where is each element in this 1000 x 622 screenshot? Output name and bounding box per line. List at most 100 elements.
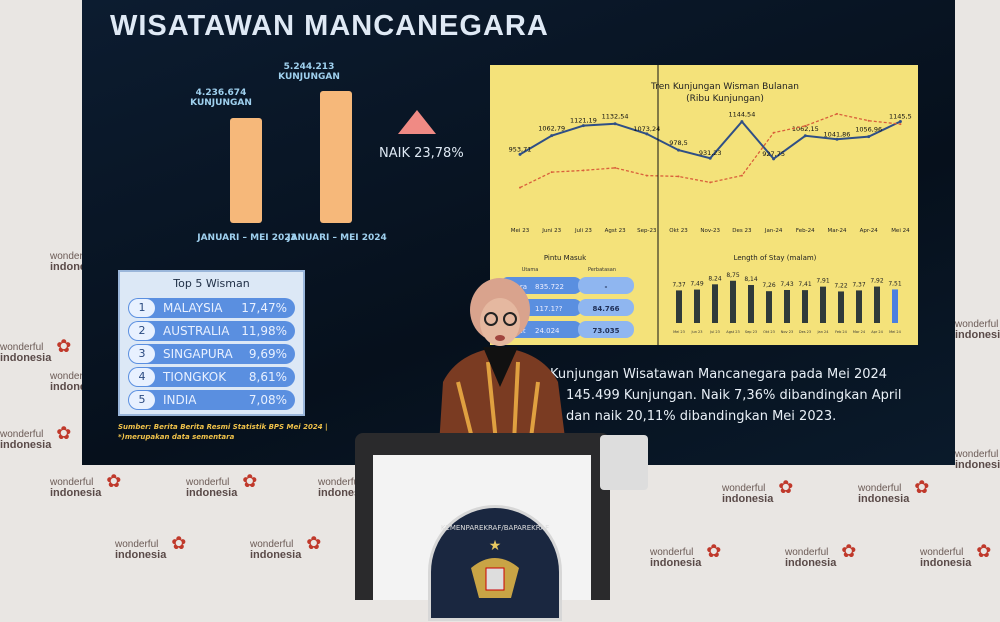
x-tick-label: Okt 23 xyxy=(669,228,688,234)
los-bar xyxy=(748,285,754,323)
los-tick-label: Jun 23 xyxy=(690,330,702,334)
los-chart-title: Length of Stay (malam) xyxy=(734,254,817,262)
line-point xyxy=(550,134,554,138)
line-point xyxy=(519,186,521,189)
ministry-emblem: KEMENPAREKRAF/BAPAREKRAF ★ xyxy=(428,505,562,621)
line-point xyxy=(709,181,712,184)
line-chart-subtitle: (Ribu Kunjungan) xyxy=(686,94,764,104)
line-data-label: 953,71 xyxy=(509,145,532,153)
source-note: Sumber: Berita Berita Resmi Statistik BP… xyxy=(118,423,328,441)
los-data-label: 7,37 xyxy=(672,281,686,288)
bar-label-2024: 5.244.213 KUNJUNGAN xyxy=(278,62,340,82)
los-tick-label: Mei 24 xyxy=(889,330,901,334)
line-point xyxy=(835,137,839,141)
line-chart-title: Tren Kunjungan Wisman Bulanan xyxy=(650,82,799,92)
los-data-label: 7,37 xyxy=(852,281,866,288)
pintu-border-value: 84.766 xyxy=(592,305,619,313)
line-point xyxy=(899,123,902,126)
line-data-label: 1132,54 xyxy=(602,113,629,121)
line-point xyxy=(867,135,871,139)
growth-label: NAIK 23,78% xyxy=(379,146,464,161)
los-bar xyxy=(892,289,898,323)
line-data-label: 927,75 xyxy=(762,150,785,158)
line-data-label: 1041,86 xyxy=(824,130,851,138)
los-tick-label: Jul 23 xyxy=(709,330,720,334)
svg-text:KEMENPAREKRAF/BAPAREKRAF: KEMENPAREKRAF/BAPAREKRAF xyxy=(441,524,549,532)
line-point xyxy=(645,174,648,177)
line-point xyxy=(518,152,522,156)
rank-badge: 4 xyxy=(129,368,155,386)
country: SINGAPURA xyxy=(163,347,233,361)
line-point xyxy=(645,132,649,136)
share: 9,69% xyxy=(248,347,287,361)
line-data-label: 1121,19 xyxy=(570,117,597,125)
country: MALAYSIA xyxy=(163,301,223,315)
x-tick-label: Juli 23 xyxy=(574,228,592,234)
los-bar xyxy=(694,289,700,323)
pintu-border-value: - xyxy=(605,283,608,291)
bar-2023 xyxy=(230,118,262,223)
podium-front: KEMENPAREKRAF/BAPAREKRAF ★ xyxy=(373,455,591,621)
los-tick-label: Des 23 xyxy=(799,330,811,334)
pintu-border-pill xyxy=(578,277,634,294)
los-tick-label: Agst 23 xyxy=(726,330,739,334)
x-tick-label: Jan-24 xyxy=(764,228,783,234)
top5-item: 2 AUSTRALIA 11,98% xyxy=(128,321,295,341)
line-data-label: 978,5 xyxy=(669,139,688,147)
line-point xyxy=(677,175,680,178)
los-bar xyxy=(874,286,880,323)
line-point xyxy=(772,131,775,134)
x-tick-label: Apr-24 xyxy=(860,228,879,234)
line-point xyxy=(550,171,553,174)
country: INDIA xyxy=(163,393,197,407)
line-data-label: 1056,96 xyxy=(855,126,882,134)
los-data-label: 7,43 xyxy=(780,281,794,288)
x-tick-label: Mei 24 xyxy=(891,228,910,234)
los-bar xyxy=(712,284,718,323)
top5-item: 5 INDIA 7,08% xyxy=(128,390,295,410)
los-data-label: 8,75 xyxy=(726,272,740,279)
line-point xyxy=(836,112,838,115)
los-tick-label: Mar 24 xyxy=(853,330,866,334)
los-bar xyxy=(802,290,808,323)
rank-badge: 5 xyxy=(129,391,155,409)
los-bar xyxy=(784,289,790,323)
line-data-label: 931,23 xyxy=(699,149,722,157)
x-tick-label: Sep-23 xyxy=(637,228,657,234)
los-data-label: 8,24 xyxy=(708,275,722,282)
los-data-label: 7,92 xyxy=(870,278,884,285)
col-utama: Utama xyxy=(522,267,539,273)
line-data-label: 1145,5 xyxy=(889,112,912,120)
top5-box: Top 5 Wisman 1 MALAYSIA 17,47% 2 AUSTRALIA 11… xyxy=(118,270,305,416)
podium: KEMENPAREKRAF/BAPAREKRAF ★ xyxy=(355,433,610,621)
line-point xyxy=(772,157,776,161)
los-bar xyxy=(676,290,682,323)
top5-item: 4 TIONGKOK 8,61% xyxy=(128,367,295,387)
pintu-border-pill xyxy=(578,299,634,316)
line-data-label: 1062,79 xyxy=(538,125,565,133)
los-tick-label: Nov 23 xyxy=(781,330,793,334)
los-tick-label: Mei 23 xyxy=(673,330,685,334)
line-point xyxy=(581,124,585,128)
country: AUSTRALIA xyxy=(163,324,230,338)
los-bar xyxy=(730,280,736,323)
pintu-main-value: 24.024 xyxy=(535,327,560,335)
los-tick-label: Sep 23 xyxy=(745,330,757,334)
summary-text: Kunjungan Wisatawan Mancanegara pada Mei… xyxy=(550,367,902,424)
line-point xyxy=(708,156,712,160)
svg-text:★: ★ xyxy=(489,538,502,554)
period-2024: JANUARI – MEI 2024 xyxy=(287,233,387,243)
los-tick-label: Apr 24 xyxy=(871,330,883,334)
rank-badge: 1 xyxy=(129,299,155,317)
line-point xyxy=(740,174,743,177)
line-point xyxy=(677,148,680,152)
bar-2024 xyxy=(320,91,352,223)
pintu-border-pill xyxy=(578,321,634,338)
